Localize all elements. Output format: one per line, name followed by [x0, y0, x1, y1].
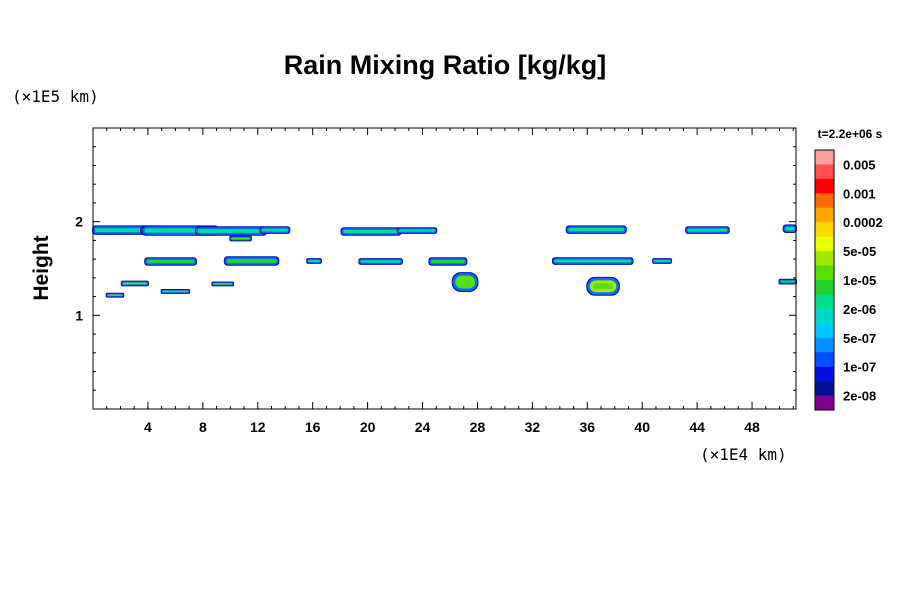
colorbar-swatch: [815, 366, 834, 382]
rain-region: [782, 224, 797, 233]
colorbar-swatch: [815, 352, 834, 368]
colorbar-label: 5e-07: [843, 331, 876, 346]
rain-region: [259, 226, 291, 234]
x-tick-label: 8: [199, 419, 207, 435]
colorbar-label: 1e-07: [843, 360, 876, 375]
rain-region: [120, 280, 149, 287]
rain-region: [565, 225, 627, 234]
colorbar-swatch: [815, 150, 834, 165]
colorbar-label: 1e-05: [843, 273, 876, 288]
rain-region: [211, 281, 235, 287]
colorbar: 0.005 0.001 0.0002 5e-05 1e-05 2e-06 5e-07 1e-0…: [814, 149, 883, 411]
colorbar-swatch: [815, 294, 834, 310]
x-tick-label: 4: [144, 419, 152, 435]
y-unit-label: (×1E5 km): [12, 87, 99, 106]
rain-region: [358, 258, 403, 265]
x-tick-label: 48: [744, 419, 760, 435]
rain-region: [144, 257, 197, 266]
x-tick-label: 12: [250, 419, 266, 435]
colorbar-swatch: [815, 337, 834, 353]
plot-frame: [92, 127, 797, 410]
colorbar-swatch: [815, 308, 834, 324]
rain-region: [194, 226, 268, 236]
colorbar-swatch: [815, 207, 834, 223]
rain-region: [778, 278, 797, 285]
colorbar-frame: [814, 149, 835, 411]
x-tick-label: 16: [305, 419, 321, 435]
rain-region: [652, 258, 673, 264]
colorbar-swatch: [815, 164, 834, 180]
colorbar-swatch: [815, 265, 834, 281]
colorbar-label: 0.0002: [843, 215, 883, 230]
x-tick-label: 40: [634, 419, 650, 435]
rain-region: [229, 235, 252, 242]
colorbar-label: 2e-06: [843, 302, 876, 317]
colorbar-swatch: [815, 193, 834, 209]
rain-region: [451, 272, 479, 292]
time-label: t=2.2e+06 s: [818, 127, 883, 141]
colorbar-swatch: [815, 381, 834, 397]
rain-region: [428, 257, 468, 266]
y-tick-label: 2: [75, 214, 83, 230]
x-unit-label: (×1E4 km): [700, 445, 787, 464]
colorbar-swatch: [815, 178, 834, 194]
x-tick-label: 20: [360, 419, 376, 435]
colorbar-label: 0.005: [843, 157, 876, 172]
x-tick-label: 36: [580, 419, 596, 435]
x-tick-label: 28: [470, 419, 486, 435]
colorbar-label: 0.001: [843, 186, 876, 201]
rain-region: [685, 226, 730, 234]
rain-region: [586, 276, 620, 296]
rain-regions: [92, 224, 797, 298]
colorbar-swatch: [815, 236, 834, 252]
rain-region: [340, 227, 402, 236]
colorbar-swatch: [815, 251, 834, 267]
y-tick-label: 1: [75, 307, 83, 323]
rain-region: [551, 257, 634, 265]
x-tick-label: 44: [689, 419, 705, 435]
colorbar-swatch: [815, 395, 834, 411]
colorbar-swatch: [815, 323, 834, 339]
chart-title: Rain Mixing Ratio [kg/kg]: [284, 50, 607, 80]
colorbar-label: 2e-08: [843, 389, 876, 404]
x-tick-label: 24: [415, 419, 431, 435]
colorbar-swatch: [815, 222, 834, 238]
colorbar-label: 5e-05: [843, 244, 876, 259]
y-axis-label: Height: [30, 235, 53, 300]
rain-region: [306, 258, 322, 264]
colorbar-swatch: [815, 280, 834, 295]
rain-region: [105, 292, 125, 298]
x-tick-label: 32: [525, 419, 541, 435]
axis-ticks: [93, 128, 796, 409]
rain-region: [396, 227, 438, 234]
rain-region: [160, 289, 191, 294]
rain-region: [223, 256, 280, 266]
